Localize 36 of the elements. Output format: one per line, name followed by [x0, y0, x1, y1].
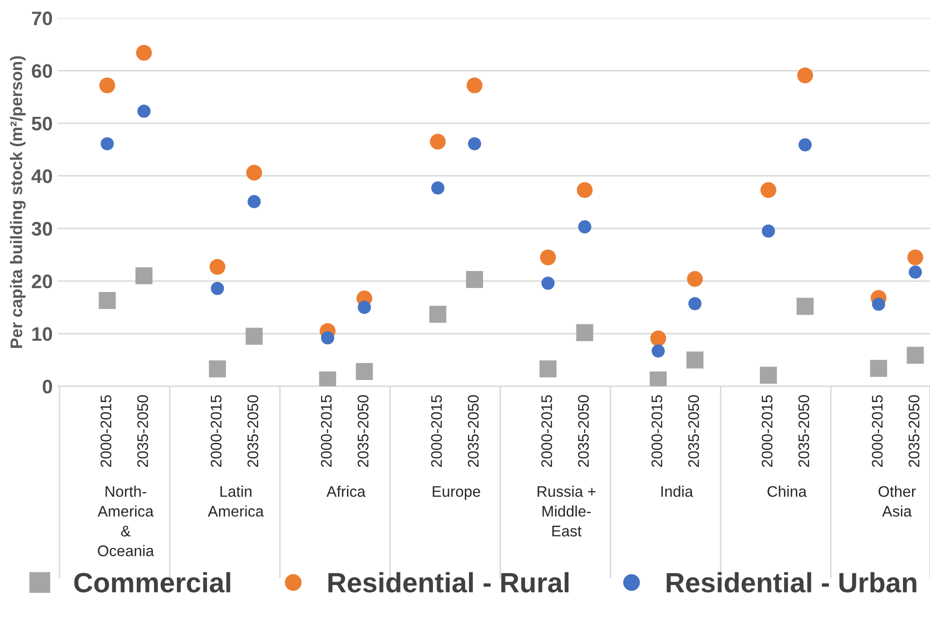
x-tick-label: 2000-2015 [651, 395, 662, 467]
text: Africa [326, 486, 366, 497]
text: Russia + Middle- East [538, 486, 596, 536]
x-tick-label: 2000-2015 [541, 395, 552, 467]
text: North- America & Oceania [98, 486, 154, 556]
x-tick-label: 2000-2015 [872, 395, 883, 467]
x-tick-label: 2035-2050 [908, 395, 920, 467]
x-tick-label: 2035-2050 [358, 395, 368, 467]
y-tick-label: 0 [42, 380, 52, 394]
x-tick-label: 2035-2050 [578, 395, 589, 467]
legend-label: Residential - Rural [328, 572, 568, 593]
x-tick-label: 2000-2015 [320, 395, 332, 467]
y-tick-label: 10 [32, 327, 52, 341]
x-tick-label: 2000-2015 [210, 395, 222, 467]
x-tick-label: 2000-2015 [100, 395, 112, 467]
x-tick-label: 2035-2050 [468, 395, 479, 467]
x-tick-label: 2035-2050 [137, 395, 148, 467]
y-tick-label: 60 [32, 64, 52, 78]
y-tick-label: 40 [31, 169, 52, 184]
x-tick-label: 2000-2015 [431, 395, 442, 467]
y-tick-label: 50 [32, 116, 52, 130]
y-tick-label: 30 [32, 222, 52, 236]
text: Europe [432, 486, 480, 500]
y-tick-label: 70 [32, 12, 52, 26]
text: Latin America [208, 486, 264, 517]
legend-label: Commercial [74, 572, 230, 593]
x-tick-label: 2035-2050 [688, 395, 700, 467]
y-tick-label: 20 [32, 274, 52, 288]
x-tick-label: 2000-2015 [762, 395, 772, 467]
y-axis-title: Per capita building stock (m²/person) [10, 56, 26, 348]
x-tick-label: 2035-2050 [247, 395, 258, 467]
legend-label: Residential - Urban [666, 572, 916, 593]
text: Other Asia [878, 486, 916, 517]
x-tick-label: 2035-2050 [798, 395, 810, 467]
text: India [661, 486, 694, 497]
text: China [768, 486, 807, 497]
